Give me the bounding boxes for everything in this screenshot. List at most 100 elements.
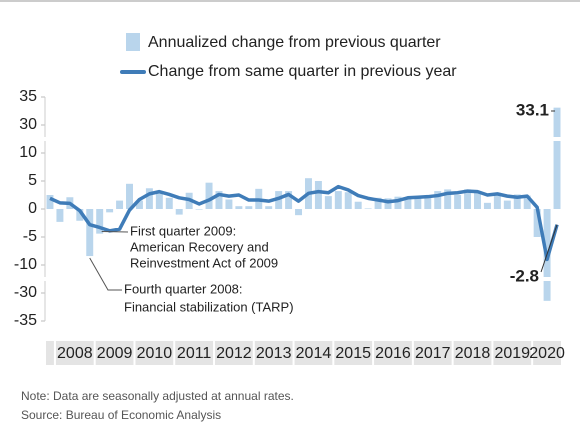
x-tick-label: 2019 [494,345,530,362]
x-band [453,341,492,365]
line [49,184,559,262]
bar [324,196,332,209]
bar [374,197,382,209]
annotation-arrow [101,230,129,233]
x-tick-label: 2015 [335,345,371,362]
bar [165,197,173,209]
x-band [374,341,412,365]
x-tick-label: 2012 [216,345,252,362]
leader [540,224,558,273]
bar [116,200,124,209]
bar [265,206,273,209]
y-tick-label: 0 [28,200,37,217]
bar [225,199,233,209]
x-tick-label: 2016 [375,345,411,362]
bar [126,183,133,209]
x-tick-label: 2008 [57,345,93,362]
bar [523,195,531,209]
bar [235,206,243,209]
bar [364,208,372,209]
value-label: 33.1 [516,100,549,119]
bar [155,192,163,209]
bar [106,209,114,213]
axis-break [43,277,564,281]
bar [474,192,481,209]
bar [513,194,521,209]
bar [245,206,253,209]
note: Note: Data are seasonally adjusted at an… [21,389,294,403]
bar [533,209,541,237]
bar [334,191,342,209]
x-band [46,341,54,365]
bar [404,197,412,209]
bar [394,196,402,209]
y-tick-label: -10 [14,256,37,273]
bar [354,201,362,209]
bar [145,188,153,209]
bar [135,200,143,209]
bar [46,195,54,209]
x-tick-label: 2020 [529,345,565,362]
y-tick-label: 5 [28,172,37,189]
x-band [55,341,94,365]
x-tick-label: 2013 [256,345,292,362]
bar [96,209,104,234]
bar [493,192,501,209]
bar [464,189,472,209]
bar [384,198,392,209]
bar [424,196,432,209]
y-tick-label: -35 [14,312,37,329]
x-tick-label: 2014 [296,345,332,362]
bar [344,192,352,209]
bar [175,209,183,215]
annotation: American Recovery and [130,239,269,254]
bar [76,209,84,221]
x-tick-label: 2010 [137,345,173,362]
y-tick-label: 10 [19,144,37,161]
x-band [533,341,561,365]
x-band [413,341,452,365]
x-tick-label: 2009 [97,345,133,362]
x-band [95,341,134,365]
note: Source: Bureau of Economic Analysis [21,408,221,422]
annotation-arrow [89,257,122,291]
bar [295,209,303,216]
legend-label: Change from same quarter in previous yea… [148,63,457,80]
y-tick-label: -5 [23,228,37,245]
bar [444,189,452,209]
bar [56,209,64,222]
bar [285,191,293,209]
annotation: First quarter 2009: [130,223,236,238]
annotation: Financial stabilization (TARP) [124,299,294,314]
bar [195,209,203,210]
bar [553,107,561,209]
bar [205,182,213,209]
x-band [135,341,174,365]
bar [414,196,422,209]
y-tick-label: 35 [19,88,37,105]
x-band [334,341,373,365]
bar [503,200,511,209]
x-band [175,341,214,365]
value-label: -2.8 [510,266,539,285]
legend-swatch [126,33,140,51]
x-tick-label: 2011 [177,345,212,362]
annotation: Fourth quarter 2008: [124,281,243,296]
bar [86,209,94,257]
bar [454,195,462,209]
bar [483,202,491,209]
y-tick-label: 30 [19,116,37,133]
bar [215,191,223,209]
x-band [493,341,532,365]
x-band [215,341,253,365]
y-tick-label: -30 [14,284,37,301]
legend-label: Annualized change from previous quarter [148,34,441,51]
bar [434,191,442,209]
x-tick-label: 2017 [415,345,451,362]
annotation: Reinvestment Act of 2009 [130,255,278,270]
x-band [294,341,333,365]
x-tick-label: 2018 [455,345,491,362]
axis-break [43,137,564,141]
bar [314,181,322,209]
